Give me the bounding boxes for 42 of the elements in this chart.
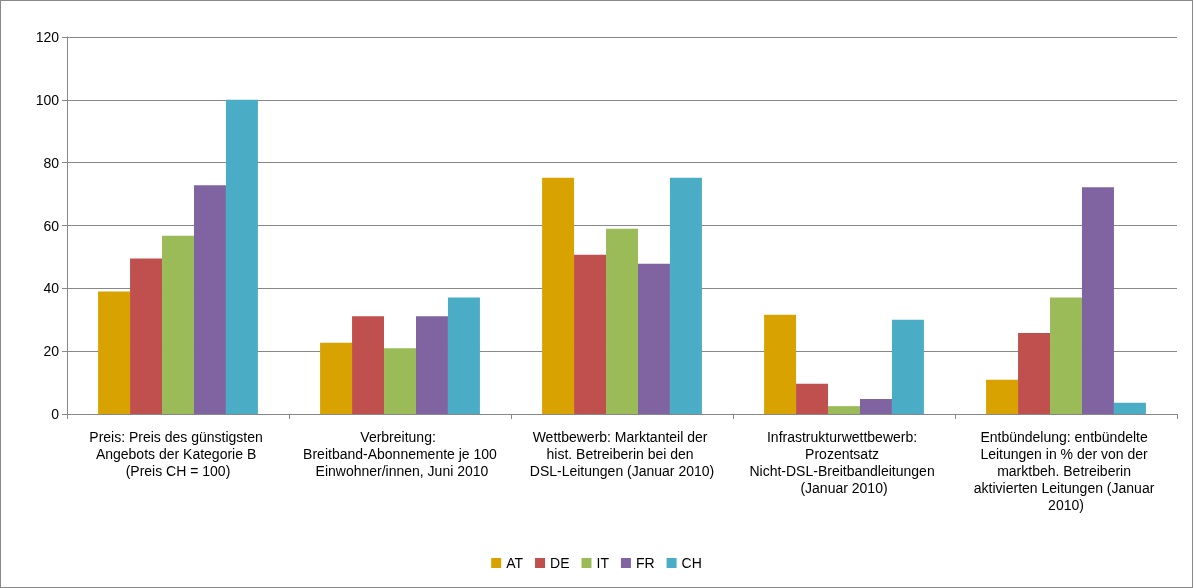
- bar: [98, 291, 131, 414]
- y-tick-label: 40: [43, 280, 60, 297]
- bar: [828, 406, 860, 414]
- bar: [796, 383, 829, 414]
- bar: [225, 99, 258, 414]
- bar: [384, 348, 416, 414]
- y-tick-label: 100: [35, 91, 60, 108]
- bar: [162, 235, 194, 414]
- y-tick-label: 20: [43, 343, 60, 360]
- bar: [606, 228, 638, 414]
- x-tick-label: Entbündelung: entbündelte Leitungen in % der von der marktbeh. Betreiberin aktivierten Leitungen (Januar 2010): [973, 428, 1159, 513]
- bar: [193, 185, 226, 414]
- bar: [637, 263, 670, 414]
- bar: [352, 316, 385, 414]
- bar: [764, 314, 797, 414]
- legend-label: CH: [681, 555, 702, 571]
- bar: [1081, 187, 1114, 414]
- bar: [1113, 402, 1146, 414]
- bar: [447, 297, 480, 414]
- y-tick-label: 80: [43, 154, 60, 171]
- legend-label: AT: [506, 555, 524, 571]
- legend-label: DE: [550, 555, 570, 571]
- x-tick-label: Verbreitung: Breitband-Abonnemente je 100 Einwohner/innen, Juni 2010: [303, 428, 498, 479]
- y-tick-label: 60: [43, 217, 60, 234]
- y-tick-label: 120: [35, 29, 60, 45]
- x-tick-label: Infrastrukturwettbewerb: Prozentsatz Nicht-DSL-Breitbandleitungen (Januar 2010): [749, 428, 939, 496]
- bar: [130, 258, 163, 414]
- bar: [415, 316, 448, 414]
- bar: [574, 254, 607, 414]
- legend-label: IT: [596, 555, 610, 571]
- bar: [1018, 332, 1051, 414]
- y-tick-label: 0: [51, 406, 60, 422]
- bar: [542, 177, 575, 414]
- bar: [669, 177, 702, 414]
- x-tick-label: Preis: Preis des günstigsten Angebots der Kategorie B (Preis CH = 100): [89, 428, 267, 479]
- bar: [986, 379, 1019, 414]
- legend-label: FR: [635, 555, 655, 571]
- bar: [320, 342, 353, 414]
- x-tick-label: Wettbewerb: Marktanteil der hist. Betreiberin bei den DSL-Leitungen (Januar 2010): [529, 428, 715, 479]
- bar: [891, 319, 924, 414]
- bar: [1050, 297, 1082, 414]
- bar: [859, 398, 892, 414]
